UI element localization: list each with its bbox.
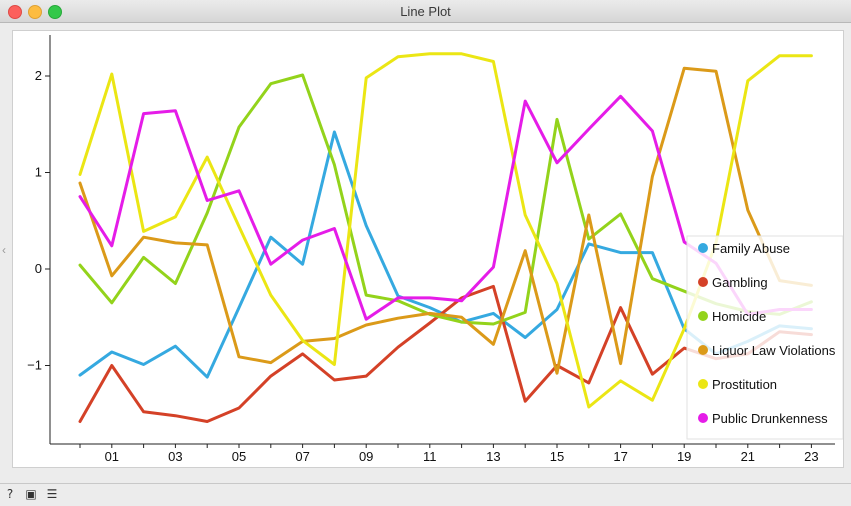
legend-marker-5 [698,413,708,423]
legend-marker-0 [698,243,708,253]
x-tick-label: 03 [168,449,182,464]
legend-marker-1 [698,277,708,287]
y-tick-label: −1 [27,358,42,373]
x-tick-label: 21 [741,449,755,464]
y-tick-label: 2 [35,68,42,83]
window-titlebar: Line Plot [0,0,851,23]
help-icon[interactable]: ? [6,487,14,501]
window-title: Line Plot [400,4,451,19]
legend-label-5: Public Drunkenness [712,411,828,426]
legend-label-3: Liquor Law Violations [712,343,836,358]
x-tick-label: 05 [232,449,246,464]
x-tick-label: 01 [105,449,119,464]
legend-label-1: Gambling [712,275,768,290]
legend-marker-2 [698,311,708,321]
status-bar: ? ▣ ☰ [0,483,851,506]
report-icon[interactable]: ☰ [46,487,58,501]
legend-box [686,235,844,440]
maximize-window-button[interactable] [48,5,62,19]
legend-marker-3 [698,345,708,355]
x-tick-label: 23 [804,449,818,464]
y-tick-label: 1 [35,165,42,180]
x-tick-label: 19 [677,449,691,464]
y-tick-label: 0 [35,261,42,276]
x-tick-label: 17 [613,449,627,464]
series-line-3 [78,66,813,375]
legend-label-2: Homicide [712,309,766,324]
legend-marker-4 [698,379,708,389]
x-tick-label: 07 [295,449,309,464]
legend-label-4: Prostitution [712,377,777,392]
x-tick-label: 13 [486,449,500,464]
plot-panel: −1 0 1 2 01 03 05 07 09 11 13 15 17 19 21 23 Family Abus… [12,30,844,468]
x-tick-label: 15 [550,449,564,464]
chevron-left-icon[interactable]: ‹ [2,243,6,257]
save-icon[interactable]: ▣ [25,487,37,501]
minimize-window-button[interactable] [28,5,42,19]
x-tick-label: 11 [423,449,437,464]
close-window-button[interactable] [8,5,22,19]
x-tick-label: 09 [359,449,373,464]
legend-label-0: Family Abuse [712,241,790,256]
